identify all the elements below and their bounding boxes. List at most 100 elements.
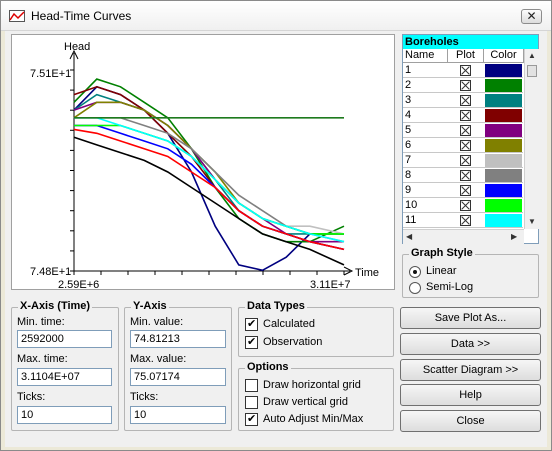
boreholes-title: Boreholes [403,35,538,49]
min-value-label: Min. value: [130,316,184,328]
x-ticks-input[interactable] [17,406,112,424]
max-time-input[interactable] [17,368,112,386]
borehole-color-swatch[interactable] [485,64,522,77]
series-line-13 [73,136,345,266]
y-axis-group: Y-Axis Min. value: Max. value: Ticks: [124,300,232,431]
plot-checkbox[interactable] [460,140,471,151]
scroll-down-arrow-icon[interactable]: ▼ [528,217,536,226]
window-title: Head-Time Curves [31,9,132,23]
max-value-input[interactable] [130,368,226,386]
auto-adjust-label: Auto Adjust Min/Max [263,413,364,425]
borehole-name: 9 [405,184,412,196]
series-line-4 [73,85,345,251]
borehole-row[interactable]: 9 [403,183,523,198]
borehole-row[interactable]: 3 [403,93,523,108]
min-time-input[interactable] [17,330,112,348]
observation-label: Observation [263,336,323,348]
scroll-right-arrow-icon[interactable]: ▶ [511,232,518,241]
borehole-color-swatch[interactable] [485,199,522,212]
x-min-tick-label: 2.59E+6 [58,279,99,291]
close-button[interactable]: Close [400,410,541,432]
data-types-title: Data Types [245,300,307,312]
borehole-name: 7 [405,154,412,166]
borehole-color-swatch[interactable] [485,154,522,167]
plot-checkbox[interactable] [460,80,471,91]
borehole-row[interactable]: 2 [403,78,523,93]
y-axis-group-title: Y-Axis [131,300,169,312]
calculated-label: Calculated [263,318,315,330]
borehole-name: 5 [405,124,412,136]
min-time-label: Min. time: [17,316,65,328]
borehole-color-swatch[interactable] [485,109,522,122]
plot-checkbox[interactable] [460,65,471,76]
vertical-grid-checkbox[interactable] [245,396,258,409]
scroll-left-arrow-icon[interactable]: ◀ [406,232,413,241]
borehole-row[interactable]: 8 [403,168,523,183]
plot-checkbox[interactable] [460,170,471,181]
plot-checkbox[interactable] [460,200,471,211]
plot-checkbox[interactable] [460,215,471,226]
borehole-color-swatch[interactable] [485,94,522,107]
boreholes-vertical-scrollbar[interactable]: ▲ ▼ [524,49,539,229]
plot-checkbox[interactable] [460,110,471,121]
y-ticks-label: Ticks: [130,391,159,403]
borehole-row[interactable]: 1 [403,63,523,78]
borehole-color-swatch[interactable] [485,214,522,227]
plot-checkbox[interactable] [460,95,471,106]
boreholes-horizontal-scrollbar[interactable]: ◀ ▶ [403,229,524,244]
save-plot-button[interactable]: Save Plot As... [400,307,541,329]
x-ticks-label: Ticks: [17,391,46,403]
boreholes-table: Boreholes Name Plot Color 1 2 3 4 5 6 7 8 9 10 11 … [402,34,539,244]
borehole-color-swatch[interactable] [485,169,522,182]
semilog-radio[interactable] [409,282,421,294]
graph-style-title: Graph Style [409,247,475,259]
borehole-color-swatch[interactable] [485,79,522,92]
vertical-grid-label: Draw vertical grid [263,396,348,408]
y-axis-arrow-icon [69,49,79,60]
scroll-thumb[interactable] [527,65,537,77]
linear-radio[interactable] [409,266,421,278]
col-header-color: Color [484,49,524,63]
window-close-button[interactable]: ✕ [521,9,542,24]
help-button[interactable]: Help [400,384,541,406]
borehole-name: 1 [405,64,412,76]
title-bar: Head-Time Curves ✕ [1,1,551,31]
plot-checkbox[interactable] [460,155,471,166]
x-axis-group: X-Axis (Time) Min. time: Max. time: Tick… [11,300,119,431]
borehole-row[interactable]: 11 [403,213,523,228]
series-line-6 [73,101,344,235]
borehole-name: 3 [405,94,412,106]
borehole-row[interactable]: 7 [403,153,523,168]
min-value-input[interactable] [130,330,226,348]
plot-checkbox[interactable] [460,185,471,196]
borehole-color-swatch[interactable] [485,139,522,152]
x-max-tick-label: 3.11E+7 [310,279,350,291]
borehole-name: 4 [405,109,412,121]
auto-adjust-checkbox[interactable] [245,412,258,426]
data-types-group: Data Types Calculated Observation [238,300,394,357]
borehole-row[interactable]: 4 [403,108,523,123]
borehole-color-swatch[interactable] [485,184,522,197]
head-time-chart: Head Time 7.51E+1 7.48E+1 2.59E+6 3.11E+… [11,34,395,291]
observation-checkbox[interactable] [245,335,258,349]
col-header-plot: Plot [448,49,484,63]
borehole-row[interactable]: 6 [403,138,523,153]
borehole-name: 11 [405,214,417,226]
borehole-name: 10 [405,199,418,211]
x-axis-title: Time [355,267,379,279]
borehole-row[interactable]: 5 [403,123,523,138]
plot-checkbox[interactable] [460,125,471,136]
borehole-name: 8 [405,169,412,181]
borehole-name: 2 [405,79,412,91]
data-button[interactable]: Data >> [400,333,541,355]
borehole-color-swatch[interactable] [485,124,522,137]
max-value-label: Max. value: [130,353,187,365]
chart-canvas: Head Time 7.51E+1 7.48E+1 2.59E+6 3.11E+… [30,41,379,291]
y-ticks-input[interactable] [130,406,226,424]
scroll-up-arrow-icon[interactable]: ▲ [528,51,536,60]
options-title: Options [245,361,291,373]
scatter-diagram-button[interactable]: Scatter Diagram >> [400,359,541,381]
calculated-checkbox[interactable] [245,317,258,331]
borehole-row[interactable]: 10 [403,198,523,213]
horizontal-grid-checkbox[interactable] [245,379,258,392]
